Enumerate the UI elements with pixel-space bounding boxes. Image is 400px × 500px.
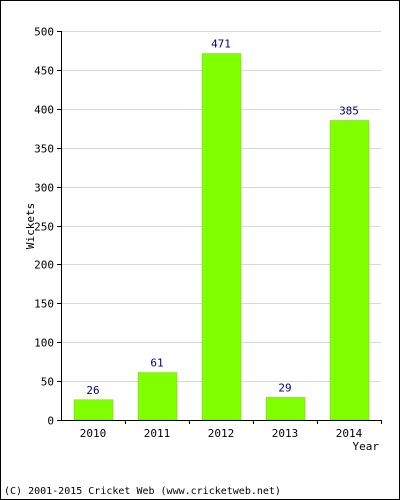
y-tick-label: 300: [34, 182, 54, 195]
data-label: 26: [86, 384, 99, 397]
y-axis-title: Wickets: [24, 203, 37, 249]
data-label: 61: [150, 357, 163, 370]
y-tick-label: 500: [34, 26, 54, 39]
x-tick-label: 2012: [208, 427, 235, 440]
x-axis-title: Year: [353, 440, 380, 453]
y-tick-label: 200: [34, 259, 54, 272]
y-tick-label: 250: [34, 221, 54, 234]
y-tick-label: 450: [34, 65, 54, 78]
y-tick-labels: 0 50 100 150 200 250 300 350 400 450 500: [34, 26, 54, 428]
data-label: 471: [211, 38, 231, 51]
data-labels: 26 61 471 29 385: [86, 38, 359, 397]
data-label: 385: [339, 104, 359, 117]
bar-2012: [201, 53, 242, 421]
bars: [73, 53, 370, 421]
x-tick-label: 2011: [144, 427, 171, 440]
y-tick-label: 150: [34, 298, 54, 311]
bar-2013: [265, 397, 306, 421]
x-tick-label: 2010: [80, 427, 107, 440]
y-tick-label: 0: [47, 415, 54, 428]
axes: [57, 31, 382, 424]
y-tick-label: 100: [34, 337, 54, 350]
y-tick-label: 400: [34, 104, 54, 117]
x-tick-label: 2014: [336, 427, 363, 440]
bar-2010: [73, 399, 114, 421]
copyright-notice: (C) 2001-2015 Cricket Web (www.cricketwe…: [4, 486, 281, 497]
bar-2011: [137, 372, 178, 421]
x-tick-labels: 2010 2011 2012 2013 2014: [80, 427, 363, 440]
x-tick-label: 2013: [272, 427, 299, 440]
y-tick-label: 50: [41, 376, 54, 389]
bar-2014: [329, 120, 370, 421]
data-label: 29: [278, 381, 291, 394]
y-tick-label: 350: [34, 143, 54, 156]
